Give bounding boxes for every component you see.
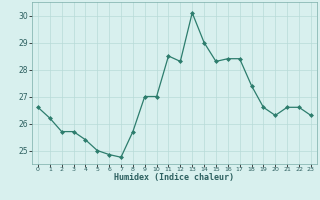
X-axis label: Humidex (Indice chaleur): Humidex (Indice chaleur) [115,173,234,182]
